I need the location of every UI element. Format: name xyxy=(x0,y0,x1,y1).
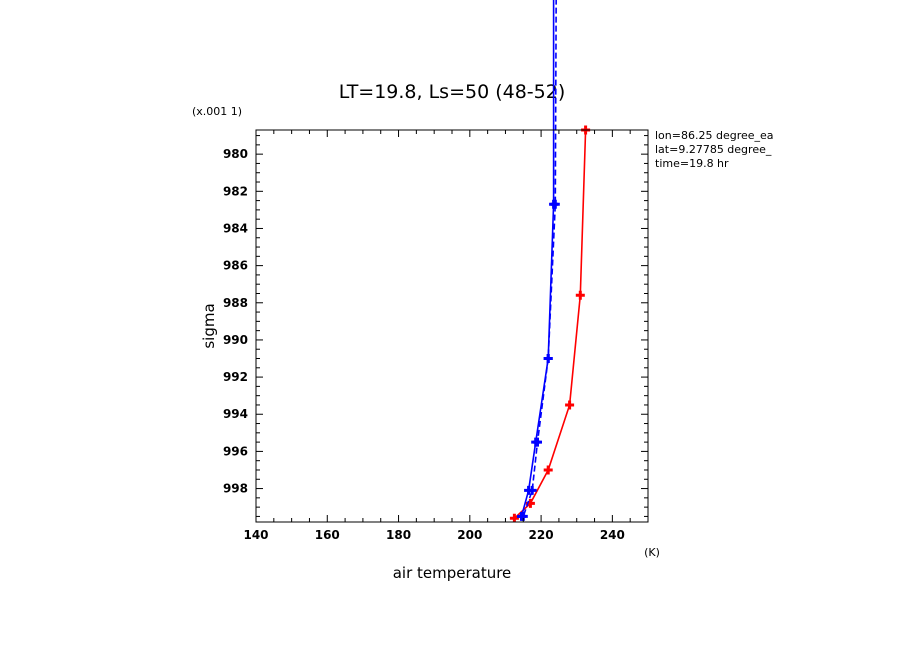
y-tick-label: 998 xyxy=(223,482,248,496)
y-tick-label: 982 xyxy=(223,184,248,198)
annotation-lon: lon=86.25 degree_ea xyxy=(655,129,774,142)
x-tick-label: 160 xyxy=(315,528,340,542)
y-tick-label: 996 xyxy=(223,444,248,458)
y-tick-label: 992 xyxy=(223,370,248,384)
y-axis-label: sigma xyxy=(200,303,218,348)
y-scale-note: (x.001 1) xyxy=(192,105,242,118)
y-tick-label: 980 xyxy=(223,147,248,161)
plot-frame xyxy=(255,129,649,523)
x-tick-label: 200 xyxy=(457,528,482,542)
series-layer xyxy=(509,0,591,522)
series-2-point-2 xyxy=(543,354,553,363)
chart-title: LT=19.8, Ls=50 (48-52) xyxy=(339,81,566,103)
series-0-point-3 xyxy=(543,465,553,475)
x-unit-label: (K) xyxy=(644,546,660,559)
x-axis-label: air temperature xyxy=(393,564,512,582)
x-tick-label: 220 xyxy=(529,528,554,542)
series-0-point-2 xyxy=(565,400,575,410)
y-tick-label: 994 xyxy=(223,407,248,421)
series-2-point-4 xyxy=(527,485,537,495)
y-tick-label: 990 xyxy=(223,333,248,347)
annotation-lat: lat=9.27785 degree_ xyxy=(655,143,772,156)
axes-layer: 140 160 180 200 220 240 980 982 984 986 988 990 992 9… xyxy=(223,129,649,542)
y-tick-label: 984 xyxy=(223,221,248,235)
series-2-point-3 xyxy=(533,437,542,447)
annotation-block: lon=86.25 degree_ea lat=9.27785 degree_ … xyxy=(655,129,774,170)
series-0-point-5 xyxy=(509,513,519,522)
series-0-point-1 xyxy=(575,290,585,300)
x-tick-label: 140 xyxy=(243,528,268,542)
y-tick-label: 988 xyxy=(223,296,248,310)
y-tick-label: 986 xyxy=(223,259,248,273)
x-tick-label: 180 xyxy=(386,528,411,542)
annotation-time: time=19.8 hr xyxy=(655,157,729,170)
series-2-point-1 xyxy=(550,199,560,209)
x-tick-label: 240 xyxy=(600,528,625,542)
